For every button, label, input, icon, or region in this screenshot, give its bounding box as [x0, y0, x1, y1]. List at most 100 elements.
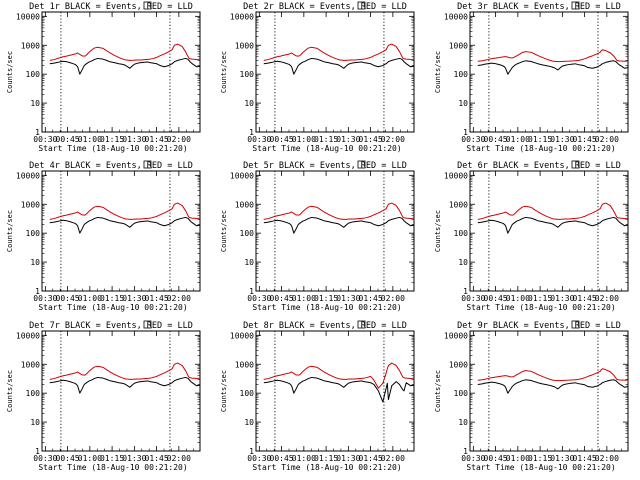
x-tick-label: 01:30 [336, 294, 360, 303]
y-tick-label: 10000 [16, 331, 40, 340]
x-axis-label: Start Time (18-Aug-10 00:21:20) [466, 463, 615, 472]
x-tick-label: 02:00 [167, 454, 191, 463]
plot-frame [255, 330, 415, 452]
plot-frame [255, 11, 415, 133]
plot-frame [469, 330, 629, 452]
lld-series-line [477, 202, 629, 220]
chart-panel-8: Det 8r BLACK = Events, RED = LLD 1 10 100 10… [220, 320, 415, 472]
y-axis-label: Counts/sec [220, 210, 228, 252]
y-tick-label: 10000 [444, 12, 468, 21]
x-tick-label: 01:00 [506, 294, 530, 303]
x-tick-label: 01:00 [78, 135, 102, 144]
y-tick-label: 100 [454, 229, 469, 238]
x-axis-label: Start Time (18-Aug-10 00:21:20) [38, 144, 187, 153]
y-tick-label: 1000 [235, 200, 254, 209]
y-tick-label: 1000 [21, 360, 40, 369]
x-tick-label: 02:00 [381, 294, 405, 303]
x-tick-label: 00:45 [484, 294, 508, 303]
chart-title: Det 3r BLACK = Events, RED = LLD [457, 2, 621, 12]
y-tick-label: 10000 [444, 171, 468, 180]
events-series-line [263, 57, 415, 75]
x-axis-label: Start Time (18-Aug-10 00:21:20) [466, 144, 615, 153]
x-tick-label: 02:00 [595, 294, 619, 303]
y-tick-label: 100 [454, 389, 469, 398]
y-tick-label: 1000 [235, 41, 254, 50]
legend-box [357, 320, 366, 329]
y-tick-label: 10000 [230, 12, 254, 21]
x-tick-label: 00:45 [56, 454, 80, 463]
x-tick-label: 01:15 [314, 454, 338, 463]
x-tick-label: 01:15 [100, 294, 124, 303]
y-axis-label: Counts/sec [220, 370, 228, 412]
x-tick-label: 01:00 [506, 454, 530, 463]
chart-title: Det 4r BLACK = Events, RED = LLD [29, 161, 193, 171]
y-tick-label: 1 [463, 287, 468, 296]
x-tick-label: 01:30 [550, 135, 574, 144]
x-tick-label: 01:00 [78, 294, 102, 303]
plot-frame [41, 11, 201, 133]
lld-series-line [477, 49, 629, 63]
x-tick-label: 01:45 [573, 454, 597, 463]
x-tick-label: 02:00 [595, 135, 619, 144]
x-tick-label: 01:15 [528, 135, 552, 144]
legend-box [143, 160, 152, 169]
x-tick-label: 01:30 [550, 294, 574, 303]
x-tick-label: 01:30 [336, 135, 360, 144]
y-tick-label: 1000 [449, 200, 468, 209]
y-tick-label: 100 [26, 70, 41, 79]
x-tick-label: 01:45 [145, 135, 169, 144]
x-tick-label: 01:30 [122, 294, 146, 303]
y-tick-label: 1000 [21, 41, 40, 50]
x-tick-label: 01:15 [528, 454, 552, 463]
x-tick-label: 01:45 [145, 454, 169, 463]
x-axis-label: Start Time (18-Aug-10 00:21:20) [38, 463, 187, 472]
legend-box [571, 1, 580, 10]
lld-series-line [49, 202, 201, 220]
x-tick-label: 00:30 [33, 135, 57, 144]
y-tick-label: 10 [458, 99, 468, 108]
x-tick-label: 01:00 [292, 135, 316, 144]
y-tick-label: 100 [240, 229, 255, 238]
x-tick-label: 02:00 [381, 135, 405, 144]
y-tick-label: 10 [30, 99, 40, 108]
y-tick-label: 10 [458, 258, 468, 267]
chart-title: Det 8r BLACK = Events, RED = LLD [243, 321, 407, 331]
chart-panel-2: Det 2r BLACK = Events, RED = LLD 1 10 100 10… [220, 1, 415, 153]
y-tick-label: 10 [30, 258, 40, 267]
x-tick-label: 02:00 [167, 135, 191, 144]
x-tick-label: 01:15 [314, 135, 338, 144]
chart-panel-4: Det 4r BLACK = Events, RED = LLD 1 10 100 10… [6, 160, 201, 312]
plot-frame [41, 170, 201, 292]
x-tick-label: 01:45 [145, 294, 169, 303]
plot-frame [41, 330, 201, 452]
x-tick-label: 01:00 [292, 454, 316, 463]
y-tick-label: 10000 [230, 331, 254, 340]
lld-series-line [263, 43, 415, 61]
y-axis-label: Counts/sec [6, 210, 14, 252]
y-tick-label: 10 [244, 99, 254, 108]
x-tick-label: 01:15 [314, 294, 338, 303]
x-tick-label: 00:45 [270, 294, 294, 303]
lld-series-line [263, 362, 415, 389]
y-tick-label: 10000 [16, 12, 40, 21]
x-tick-label: 00:30 [247, 454, 271, 463]
y-tick-label: 10000 [230, 171, 254, 180]
y-tick-label: 1 [463, 447, 468, 456]
chart-title: Det 6r BLACK = Events, RED = LLD [457, 161, 621, 171]
y-axis-label: Counts/sec [434, 210, 442, 252]
y-tick-label: 10 [30, 418, 40, 427]
y-axis-label: Counts/sec [6, 370, 14, 412]
x-tick-label: 00:30 [247, 135, 271, 144]
x-tick-label: 00:45 [270, 135, 294, 144]
y-tick-label: 10 [244, 418, 254, 427]
y-tick-label: 100 [454, 70, 469, 79]
lld-series-line [477, 368, 629, 382]
events-series-line [49, 376, 201, 394]
x-tick-label: 01:45 [573, 135, 597, 144]
chart-panel-9: Det 9r BLACK = Events, RED = LLD 1 10 100 10… [434, 320, 629, 472]
legend-box [357, 160, 366, 169]
lld-series-line [49, 43, 201, 61]
chart-title: Det 7r BLACK = Events, RED = LLD [29, 321, 193, 331]
x-tick-label: 00:30 [33, 454, 57, 463]
